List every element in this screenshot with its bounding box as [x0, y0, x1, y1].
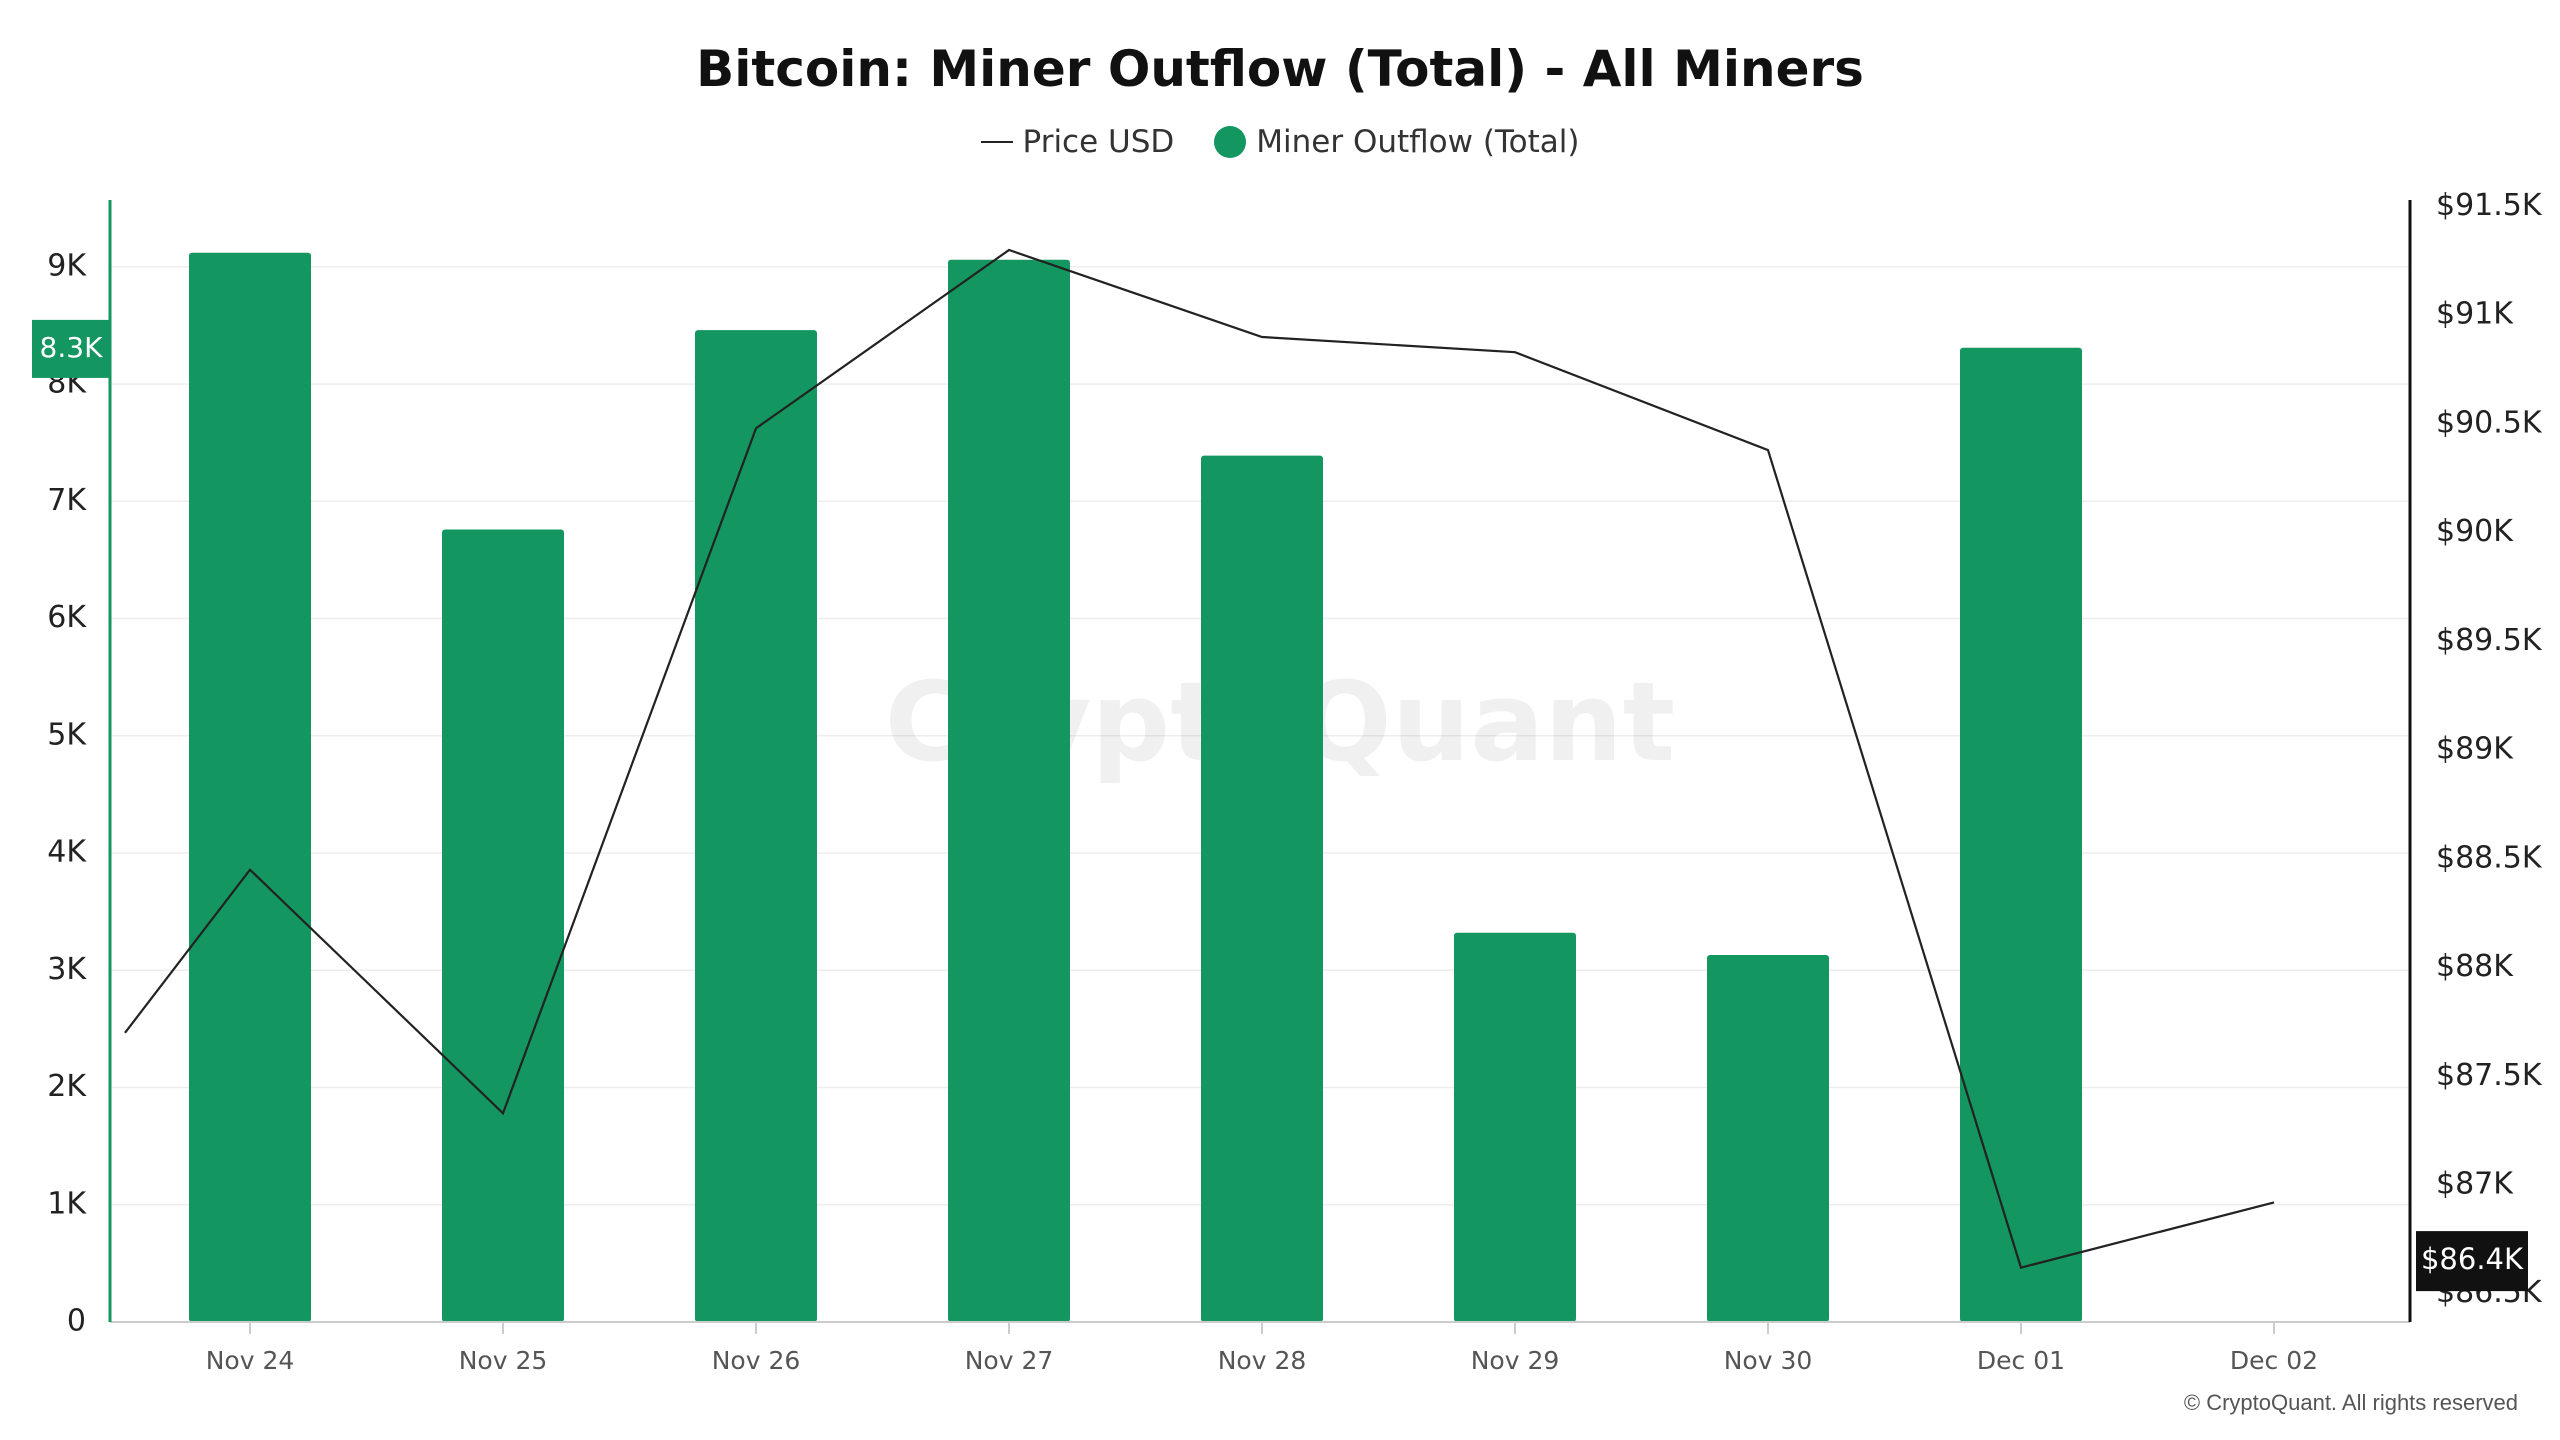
legend-label-outflow: Miner Outflow (Total)	[1256, 124, 1580, 160]
x-tick-label: Nov 27	[965, 1346, 1054, 1375]
left-tick-label: 5K	[47, 717, 87, 752]
left-tick-label: 2K	[47, 1069, 87, 1104]
left-tick-label: 9K	[47, 248, 87, 283]
outflow-bar	[1454, 932, 1576, 1322]
right-tick-label: $89K	[2436, 732, 2514, 767]
outflow-bar	[1960, 347, 2082, 1323]
right-tick-label: $89.5K	[2436, 623, 2543, 658]
left-tick-label: 0	[67, 1304, 86, 1339]
outflow-bar	[1707, 955, 1829, 1322]
x-tick-label: Nov 30	[1724, 1346, 1813, 1375]
circle-swatch-icon	[1214, 126, 1247, 158]
right-value-marker	[2416, 1231, 2528, 1292]
outflow-bar	[189, 252, 311, 1322]
left-value-marker	[32, 319, 110, 378]
chart-title: Bitcoin: Miner Outflow (Total) - All Min…	[696, 40, 1864, 98]
outflow-bar	[695, 330, 817, 1322]
copyright-notice: © CryptoQuant. All rights reserved	[2183, 1390, 2518, 1415]
x-tick-label: Dec 02	[2230, 1346, 2318, 1375]
outflow-bar	[948, 259, 1070, 1322]
x-tick-label: Nov 26	[712, 1346, 801, 1375]
right-tick-label: $90K	[2436, 514, 2514, 549]
left-tick-label: 6K	[47, 600, 87, 635]
legend-item-price[interactable]: Price USD	[980, 124, 1175, 160]
right-tick-label: $88K	[2436, 949, 2514, 984]
left-value-marker-label: 8.3K	[40, 331, 104, 364]
x-tick-label: Nov 28	[1218, 1346, 1307, 1375]
outflow-bar	[1201, 455, 1323, 1323]
left-tick-label: 4K	[47, 835, 87, 870]
x-tick-label: Nov 25	[459, 1346, 548, 1375]
left-tick-label: 1K	[47, 1186, 87, 1221]
outflow-bar	[442, 529, 564, 1322]
right-tick-label: $91K	[2436, 297, 2514, 332]
right-tick-label: $87K	[2436, 1167, 2514, 1202]
legend-label-price: Price USD	[1022, 124, 1175, 160]
right-tick-label: $88.5K	[2436, 840, 2543, 875]
x-tick-label: Dec 01	[1977, 1346, 2065, 1375]
legend-item-outflow[interactable]: Miner Outflow (Total)	[1214, 124, 1579, 160]
legend: Price USD Miner Outflow (Total)	[0, 124, 2560, 160]
x-tick-label: Nov 29	[1471, 1346, 1560, 1375]
left-tick-label: 3K	[47, 952, 87, 987]
right-tick-label: $87.5K	[2436, 1058, 2543, 1093]
right-tick-label: $91.5K	[2436, 188, 2543, 223]
right-value-marker-label: $86.4K	[2421, 1242, 2524, 1276]
x-tick-label: Nov 24	[206, 1346, 295, 1375]
line-swatch-icon	[980, 141, 1013, 143]
right-tick-label: $90.5K	[2436, 405, 2543, 440]
left-tick-label: 7K	[47, 483, 87, 518]
price-line	[124, 248, 2275, 1269]
